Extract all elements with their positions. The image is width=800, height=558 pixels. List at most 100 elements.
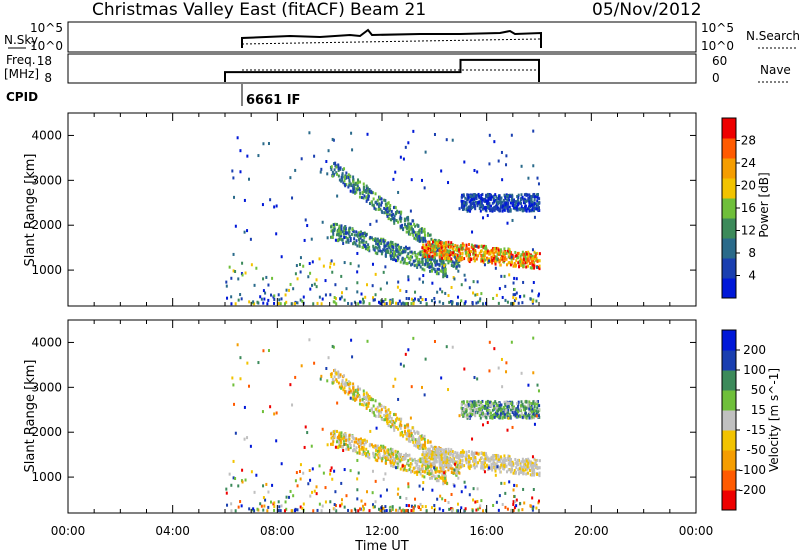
echo-cell xyxy=(456,254,459,258)
echo-cell xyxy=(414,497,417,501)
echo-cell xyxy=(503,454,506,458)
echo-cell xyxy=(392,217,395,221)
echo-cell xyxy=(474,407,477,411)
echo-cell xyxy=(487,464,490,468)
echo-cell xyxy=(482,302,485,306)
echo-cell xyxy=(340,441,343,445)
echo-cell xyxy=(257,154,260,158)
echo-cell xyxy=(424,260,427,264)
echo-cell xyxy=(361,238,364,242)
echo-cell xyxy=(496,409,499,413)
echo-cell xyxy=(406,454,409,458)
echo-cell xyxy=(418,229,421,233)
echo-cell xyxy=(450,464,453,468)
echo-cell xyxy=(500,357,503,361)
echo-cell xyxy=(384,505,387,509)
echo-cell xyxy=(388,302,391,306)
echo-cell xyxy=(423,444,426,448)
echo-cell xyxy=(430,444,433,448)
echo-cell xyxy=(399,467,402,471)
echo-cell xyxy=(492,401,495,405)
echo-cell xyxy=(506,410,509,414)
echo-cell xyxy=(538,415,541,419)
echo-cell xyxy=(439,244,442,248)
echo-cell xyxy=(516,252,519,256)
echo-cell xyxy=(413,264,416,268)
velocity-ylabel: Slant Range [km] xyxy=(23,360,38,473)
echo-cell xyxy=(505,194,508,198)
echo-cell xyxy=(473,255,476,259)
echo-cell xyxy=(497,459,500,463)
echo-cell xyxy=(353,240,356,244)
echo-cell xyxy=(483,406,486,410)
echo-cell xyxy=(262,301,265,305)
echo-cell xyxy=(482,260,485,264)
echo-cell xyxy=(399,252,402,256)
echo-cell xyxy=(400,423,403,427)
echo-cell xyxy=(379,301,382,305)
echo-cell xyxy=(441,472,444,476)
echo-cell xyxy=(264,291,267,295)
echo-cell xyxy=(230,509,233,513)
echo-cell xyxy=(395,211,398,215)
echo-cell xyxy=(510,509,513,513)
echo-cell xyxy=(403,464,406,468)
echo-cell xyxy=(536,199,539,203)
echo-cell xyxy=(424,465,427,469)
echo-cell xyxy=(387,448,390,452)
echo-cell xyxy=(519,257,522,261)
echo-cell xyxy=(533,198,536,202)
echo-cell xyxy=(438,470,441,474)
echo-cell xyxy=(511,204,514,208)
echo-cell xyxy=(330,235,333,239)
echo-cell xyxy=(443,473,446,477)
echo-cell xyxy=(438,459,441,463)
echo-cell xyxy=(295,471,298,475)
echo-cell xyxy=(340,224,343,228)
echo-cell xyxy=(514,293,517,297)
echo-cell xyxy=(510,133,513,137)
echo-cell xyxy=(475,403,478,407)
echo-cell xyxy=(360,234,363,238)
echo-cell xyxy=(383,198,386,202)
echo-cell xyxy=(406,461,409,465)
echo-cell xyxy=(494,193,497,197)
echo-cell xyxy=(397,280,400,284)
echo-cell xyxy=(355,230,358,234)
echo-cell xyxy=(512,500,515,504)
echo-cell xyxy=(454,243,457,247)
echo-cell xyxy=(412,228,415,232)
echo-cell xyxy=(347,445,350,449)
echo-cell xyxy=(343,182,346,186)
echo-cell xyxy=(339,373,342,377)
echo-cell xyxy=(309,287,312,291)
echo-cell xyxy=(363,194,366,198)
echo-cell xyxy=(388,246,391,250)
echo-cell xyxy=(448,507,451,511)
echo-cell xyxy=(472,280,475,284)
echo-cell xyxy=(479,409,482,413)
echo-cell xyxy=(412,505,415,509)
echo-cell xyxy=(475,508,478,512)
echo-cell xyxy=(447,243,450,247)
nsearch-tick-low: 10^0 xyxy=(701,39,734,53)
echo-cell xyxy=(365,447,368,451)
echo-cell xyxy=(421,237,424,241)
echo-cell xyxy=(526,414,529,418)
echo-cell xyxy=(529,297,532,301)
echo-cell xyxy=(524,406,527,410)
echo-cell xyxy=(503,462,506,466)
echo-cell xyxy=(462,206,465,210)
echo-cell xyxy=(414,259,417,263)
echo-cell xyxy=(389,248,392,252)
echo-cell xyxy=(524,463,527,467)
echo-cell xyxy=(445,447,448,451)
echo-cell xyxy=(362,389,365,393)
echo-cell xyxy=(454,469,457,473)
echo-cell xyxy=(373,298,376,302)
echo-cell xyxy=(443,264,446,268)
echo-cell xyxy=(291,196,294,200)
echo-cell xyxy=(452,245,455,249)
echo-cell xyxy=(430,463,433,467)
